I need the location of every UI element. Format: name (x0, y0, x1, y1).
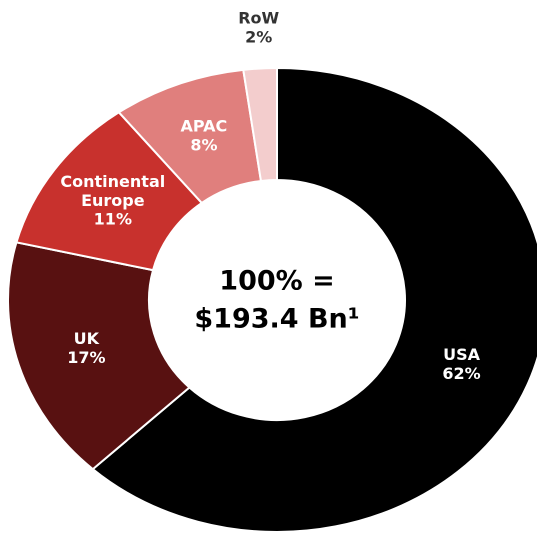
value-label: 11% (94, 210, 132, 229)
value-label: 17% (67, 348, 105, 367)
slice-label: RoW (238, 9, 279, 28)
slice-label: UK (74, 329, 100, 348)
center-label: $193.4 Bn¹ (194, 304, 359, 335)
center-label: 100% = (219, 266, 334, 297)
value-label: 62% (442, 364, 480, 383)
slice-label: APAC (181, 116, 228, 135)
slice-label: Continental Europe (60, 172, 165, 210)
slice-label: USA (443, 345, 481, 364)
value-label: 8% (190, 135, 217, 154)
slice (7, 241, 191, 471)
slice (242, 66, 278, 183)
value-label: 2% (245, 28, 272, 47)
slices (7, 66, 537, 533)
slice (91, 66, 537, 533)
